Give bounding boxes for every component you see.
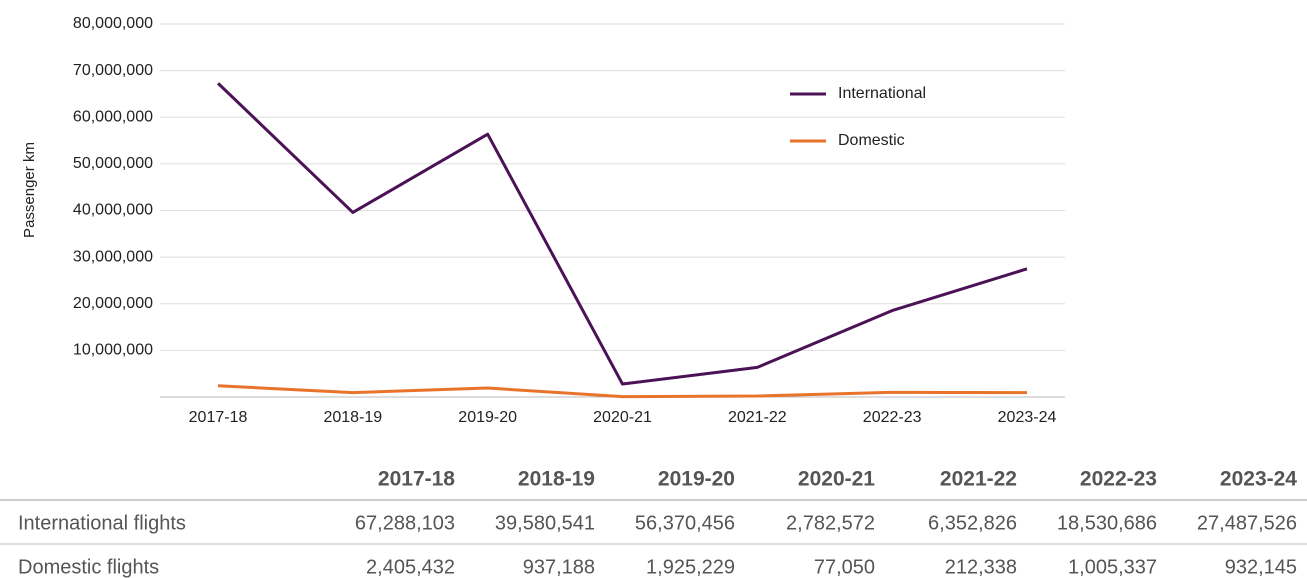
- table-cell: 1,005,337: [1068, 556, 1157, 578]
- x-tick-label: 2018-19: [323, 409, 382, 426]
- x-tick-label: 2019-20: [458, 409, 517, 426]
- table-cell: 6,352,826: [928, 512, 1017, 534]
- table-header: 2020-21: [798, 468, 875, 491]
- legend-label: Domestic: [838, 132, 905, 149]
- legend-label: International: [838, 85, 926, 102]
- table-cell: 937,188: [523, 556, 595, 578]
- table-cell: 27,487,526: [1197, 512, 1297, 534]
- table-cell: 2,782,572: [786, 512, 875, 534]
- table-header: 2022-23: [1080, 468, 1157, 491]
- y-tick-label: 40,000,000: [73, 202, 153, 219]
- table-header: 2019-20: [658, 468, 735, 491]
- table-cell: 56,370,456: [635, 512, 735, 534]
- x-tick-label: 2021-22: [728, 409, 787, 426]
- y-tick-label: 10,000,000: [73, 342, 153, 359]
- y-tick-label: 80,000,000: [73, 15, 153, 32]
- y-tick-label: 70,000,000: [73, 62, 153, 79]
- table-header: 2023-24: [1220, 468, 1297, 491]
- table-cell: 77,050: [814, 556, 875, 578]
- x-tick-label: 2020-21: [593, 409, 652, 426]
- x-tick-label: 2022-23: [863, 409, 922, 426]
- table-cell: 2,405,432: [366, 556, 455, 578]
- y-tick-label: 30,000,000: [73, 248, 153, 265]
- row-label: Domestic flights: [18, 556, 159, 578]
- table-cell: 18,530,686: [1057, 512, 1157, 534]
- line-series: [216, 82, 1028, 386]
- table-header: 2017-18: [378, 468, 455, 491]
- y-tick-label: 60,000,000: [73, 108, 153, 125]
- line-series: [217, 384, 1028, 399]
- y-tick-label: 50,000,000: [73, 155, 153, 172]
- x-tick-label: 2017-18: [189, 409, 248, 426]
- table-header: 2021-22: [940, 468, 1017, 491]
- table-cell: 1,925,229: [646, 556, 735, 578]
- table-header: 2018-19: [518, 468, 595, 491]
- y-tick-label: 20,000,000: [73, 295, 153, 312]
- table-cell: 67,288,103: [355, 512, 455, 534]
- row-label: International flights: [18, 512, 186, 534]
- table-cell: 39,580,541: [495, 512, 595, 534]
- x-tick-label: 2023-24: [998, 409, 1057, 426]
- table-cell: 932,145: [1225, 556, 1297, 578]
- table-cell: 212,338: [945, 556, 1017, 578]
- y-axis-label: Passenger km: [21, 142, 38, 238]
